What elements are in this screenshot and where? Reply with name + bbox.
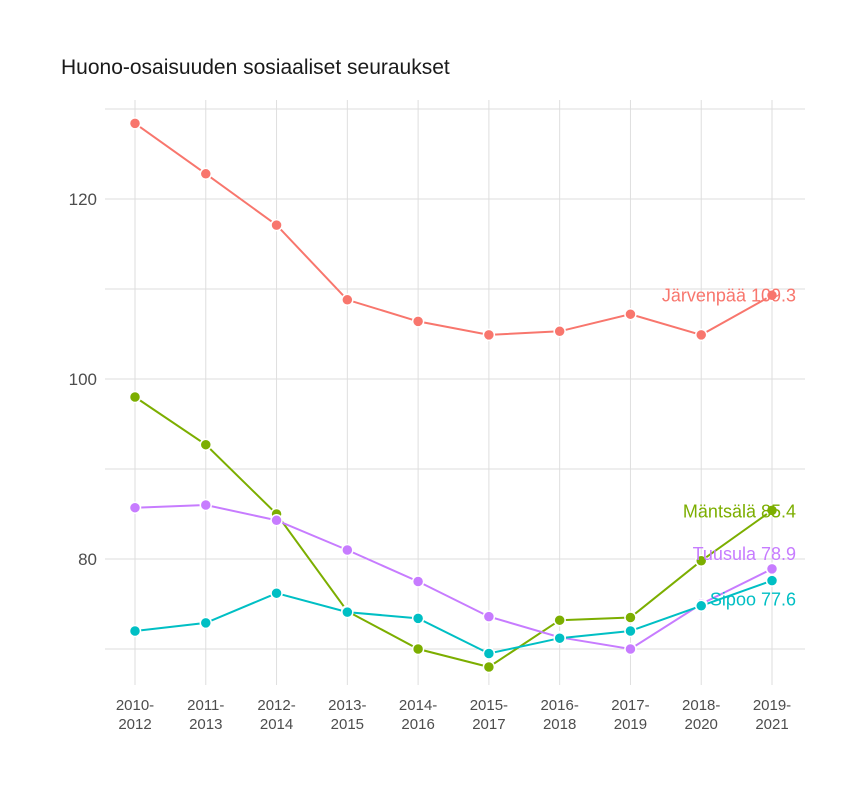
data-point-m-nts-l- (624, 611, 637, 624)
data-point-j-rvenp- (199, 167, 213, 181)
data-point-j-rvenp- (694, 328, 708, 342)
x-axis-ticks: 2010-2012 2011-2013 2012-2014 2013-2015 2014… (116, 697, 791, 733)
data-point-sipoo (694, 599, 708, 613)
data-point-sipoo (199, 616, 213, 630)
end-label-j-rvenp-: Järvenpää 109.3 (662, 285, 796, 305)
series-line-tuusula (134, 503, 773, 651)
data-point-tuusula (624, 642, 637, 656)
data-point-sipoo (553, 631, 566, 645)
data-point-sipoo (624, 624, 637, 638)
y-tick-label: 100 (69, 370, 97, 389)
y-tick-label: 80 (78, 550, 97, 569)
data-point-sipoo (411, 612, 425, 625)
data-point-tuusula (199, 498, 213, 512)
data-point-tuusula (341, 543, 354, 557)
y-tick-label: 120 (69, 190, 97, 209)
data-point-tuusula (482, 610, 496, 623)
x-tick-label: 2018-2020 (682, 697, 720, 733)
grid (105, 100, 805, 685)
series-line-sipoo (134, 579, 773, 655)
x-tick-label: 2017-2019 (611, 697, 649, 733)
x-tick-label: 2016-2018 (540, 697, 578, 733)
x-tick-label: 2011-2013 (187, 697, 224, 733)
data-point-j-rvenp- (624, 307, 637, 321)
x-tick-label: 2015-2017 (470, 697, 508, 733)
x-tick-label: 2010-2012 (116, 697, 154, 733)
x-tick-label: 2019-2021 (753, 697, 791, 733)
series-end-labels: Järvenpää 109.3 Mäntsälä 85.4 Tuusula 78.9… (662, 285, 796, 609)
end-label-sipoo: Sipoo 77.6 (710, 590, 796, 610)
data-point-tuusula (765, 562, 779, 576)
y-axis-ticks: 80 100 120 (69, 190, 97, 569)
data-point-m-nts-l- (765, 504, 779, 517)
data-point-j-rvenp- (553, 325, 566, 338)
x-tick-label: 2013-2015 (328, 697, 366, 733)
series-line-m-nts-l- (134, 396, 773, 669)
x-tick-label: 2014-2016 (399, 697, 437, 733)
data-point-j-rvenp- (128, 117, 142, 130)
data-point-m-nts-l- (199, 438, 213, 451)
series-line-j-rvenp- (134, 122, 773, 336)
data-point-m-nts-l- (553, 613, 566, 627)
data-point-j-rvenp- (341, 293, 354, 307)
end-label-m-nts-l-: Mäntsälä 85.4 (683, 501, 796, 521)
data-point-m-nts-l- (128, 390, 142, 404)
data-point-tuusula (128, 501, 142, 514)
data-point-j-rvenp- (482, 328, 496, 342)
data-point-j-rvenp- (411, 315, 425, 328)
x-tick-label: 2012-2014 (257, 697, 295, 733)
series-lines (134, 122, 773, 669)
chart-title: Huono-osaisuuden sosiaaliset seuraukset (61, 56, 450, 79)
data-point-m-nts-l- (694, 554, 708, 568)
end-label-tuusula: Tuusula 78.9 (693, 544, 796, 564)
data-point-tuusula (411, 575, 425, 588)
data-point-j-rvenp- (765, 289, 779, 302)
data-point-tuusula (270, 514, 283, 527)
data-point-sipoo (482, 647, 496, 660)
series-points (128, 117, 779, 674)
data-point-sipoo (270, 586, 283, 600)
data-point-j-rvenp- (270, 218, 283, 232)
data-point-sipoo (128, 624, 142, 638)
data-point-m-nts-l- (482, 660, 496, 674)
data-point-sipoo (341, 605, 354, 619)
data-point-m-nts-l- (411, 642, 425, 656)
data-point-sipoo (765, 574, 779, 587)
